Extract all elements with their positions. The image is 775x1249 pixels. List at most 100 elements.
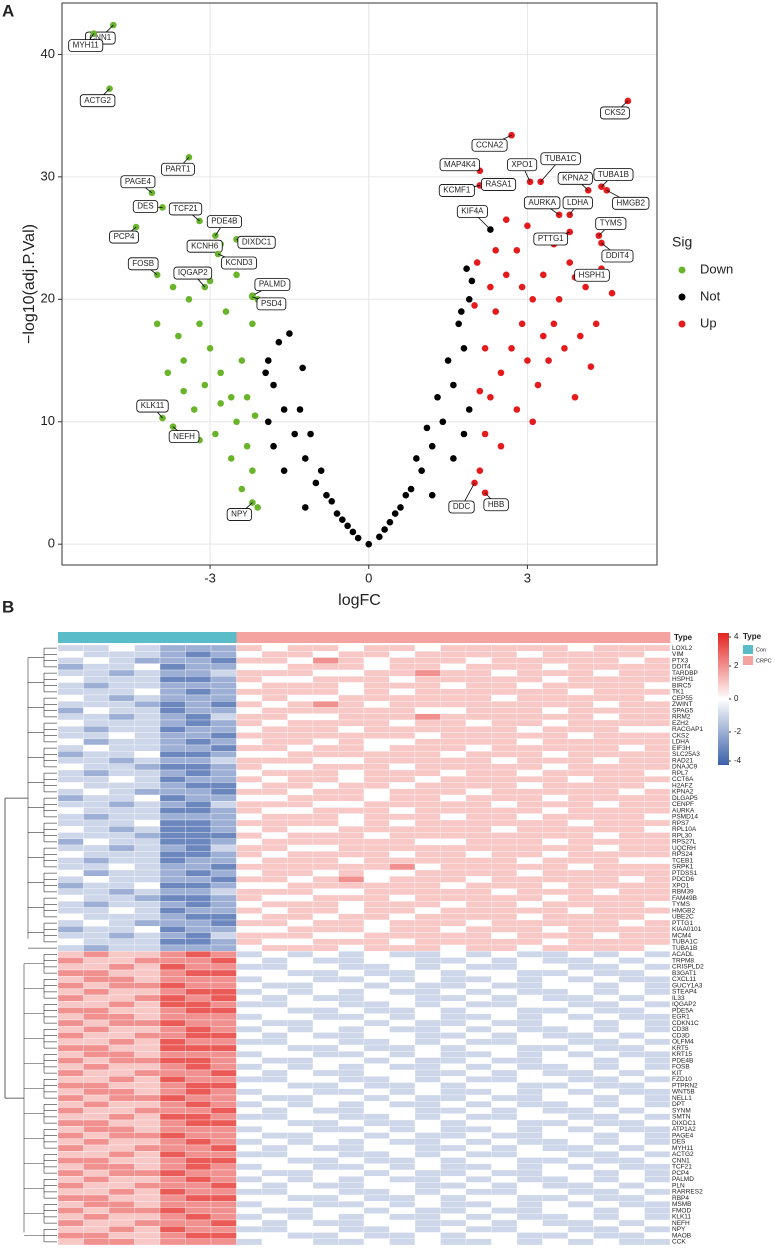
heatmap-cell [363,819,390,827]
heatmap-cell [83,751,110,758]
heatmap-cell [414,863,441,871]
heatmap-cell [261,807,288,814]
point [529,296,537,303]
heatmap-cell [83,744,110,752]
heatmap-cell [185,1194,212,1202]
heatmap-cell [440,657,467,664]
heatmap-cell [83,663,110,671]
heatmap-cell [440,1119,467,1127]
heatmap-cell [567,876,594,883]
heatmap-cell [83,994,110,1002]
heatmap-cell [287,732,314,739]
heatmap-cell [542,651,569,658]
row-label: SPAG5 [672,707,694,714]
heatmap-cell [465,876,492,883]
heatmap-cell [389,869,416,877]
heatmap-cell [618,651,645,658]
heatmap-cell [236,907,263,914]
point [169,283,177,291]
heatmap-cell [593,651,620,658]
heatmap-cell [389,888,416,896]
heatmap-cell [83,1182,110,1189]
heatmap-cell [389,1113,416,1121]
heatmap-cell [338,1038,365,1046]
heatmap-cell [185,1163,212,1171]
heatmap-cell [440,1107,467,1114]
heatmap-cell [593,844,620,852]
heatmap-cell [185,907,212,914]
heatmap-cell [414,763,441,771]
heatmap-cell [338,1219,365,1227]
heatmap-cell [57,832,84,839]
heatmap-cell [134,757,161,764]
heatmap-cell [542,994,569,1002]
heatmap-cell [83,869,110,877]
heatmap-cell [414,851,441,858]
heatmap-cell [414,1094,441,1102]
heatmap-cell [389,1063,416,1071]
heatmap-cell [593,1132,620,1139]
heatmap-cell [491,1126,518,1133]
heatmap-cell [312,738,339,746]
heatmap-cell [236,688,263,696]
heatmap-cell [618,1182,645,1189]
heatmap-cell [567,682,594,689]
heatmap-cell [414,794,441,802]
heatmap-cell [491,1182,518,1189]
heatmap-cell [516,932,543,939]
heatmap-cell [210,776,237,783]
heatmap-cell [210,751,237,758]
heatmap-cell [491,701,518,708]
heatmap-cell [159,1201,186,1208]
heatmap-cell [440,882,467,889]
heatmap-cell [491,907,518,914]
heatmap-cell [618,844,645,852]
heatmap-cell [618,676,645,683]
heatmap-cell [159,719,186,727]
type-bar-cell [211,632,237,643]
x-axis-title: logFC [338,592,381,609]
label-box [562,196,593,210]
heatmap-cell [338,1232,365,1239]
heatmap-cell [210,1138,237,1146]
heatmap-cell [567,644,594,652]
heatmap-cell [618,938,645,946]
heatmap-cell [567,832,594,839]
heatmap-cell [57,1113,84,1121]
row-label: RPL10A [672,826,697,833]
type-bar-cell [287,632,314,643]
point [450,381,457,389]
heatmap-cell [618,1019,645,1027]
heatmap-cell [108,744,135,752]
heatmap-cell [210,688,237,696]
heatmap-cell [210,1107,237,1114]
heatmap-cell [389,682,416,689]
heatmap-cell [287,757,314,764]
heatmap-cell [465,1032,492,1039]
heatmap-cell [287,657,314,664]
heatmap-cell [210,851,237,858]
point-label: DES [137,202,153,211]
heatmap-cell [83,932,110,939]
heatmap-cell [491,744,518,752]
heatmap-cell [414,788,441,796]
heatmap-cell [134,988,161,996]
heatmap-cell [57,888,84,896]
heatmap-cell [83,701,110,708]
heatmap-cell [287,707,314,714]
heatmap-cell [236,976,263,983]
heatmap-cell [134,676,161,683]
heatmap-cell [261,988,288,996]
heatmap-cell [287,869,314,877]
heatmap-cell [185,813,212,821]
heatmap-cell [618,1169,645,1177]
heatmap-cell [542,1088,569,1096]
heatmap-cell [210,1001,237,1008]
heatmap-cell [338,738,365,746]
heatmap-cell [108,1219,135,1227]
heatmap-cell [363,863,390,871]
heatmap-cell [236,1213,263,1221]
row-label: PTPRN2 [672,1082,698,1089]
heatmap-cell [465,794,492,802]
heatmap-cell [83,1213,110,1221]
